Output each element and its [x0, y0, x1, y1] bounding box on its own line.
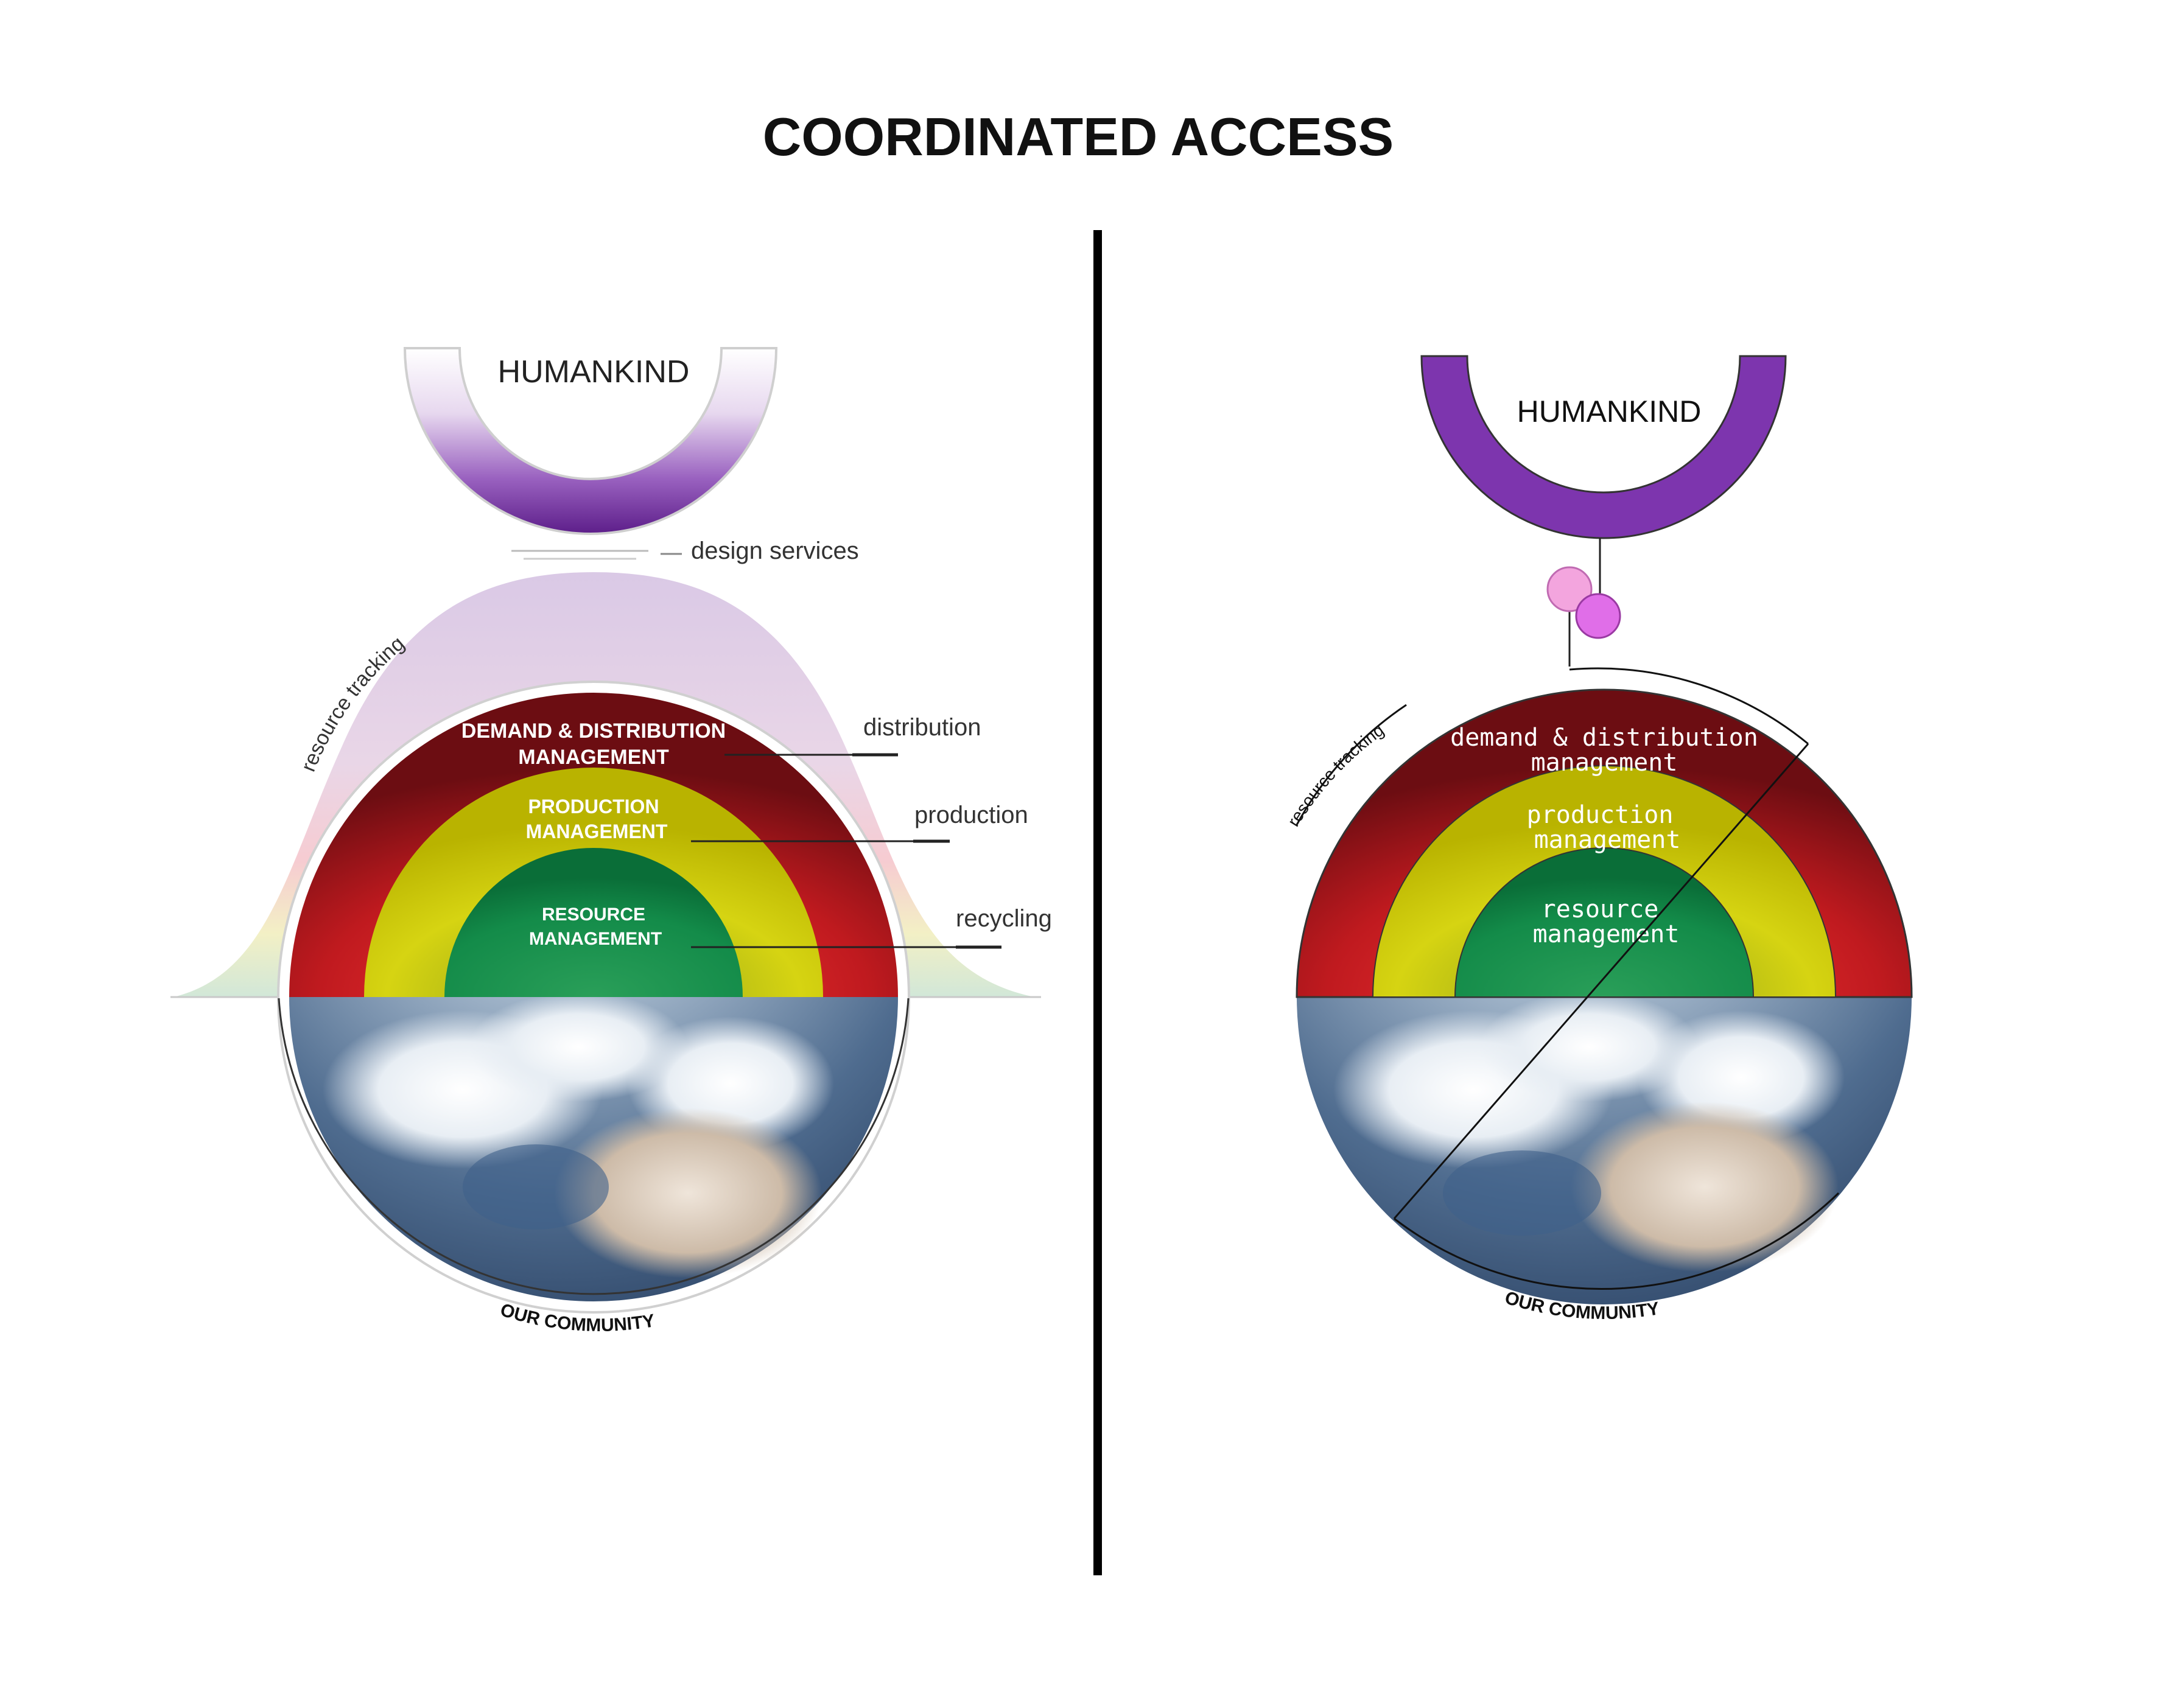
right-diagram: HUMANKIND demand & distribution manageme…	[1284, 355, 1913, 1323]
right-diagonal-divider	[1393, 743, 1809, 1219]
left-recycling-label: recycling	[956, 905, 1052, 932]
left-design-services-connector	[511, 550, 682, 560]
right-ring-production-label-2: management	[1534, 826, 1681, 854]
left-ring-resource-label-2: MANAGEMENT	[529, 929, 662, 949]
right-humankind-cup	[1420, 355, 1787, 539]
right-ring-production-label-1: production	[1527, 801, 1674, 829]
left-humankind-label: HUMANKIND	[498, 354, 690, 390]
left-distribution-label: distribution	[863, 714, 981, 741]
right-outer-arc	[1569, 667, 1809, 745]
left-design-services-label: design services	[691, 537, 859, 564]
left-ring-demand-label-2: MANAGEMENT	[518, 746, 669, 769]
left-earth	[289, 997, 898, 1301]
right-humankind-label: HUMANKIND	[1517, 394, 1702, 429]
right-ring-resource	[1454, 847, 1755, 998]
left-production-label: production	[914, 802, 1028, 828]
right-node-magenta	[1575, 593, 1621, 639]
right-node-pink	[1546, 566, 1593, 612]
left-humankind-bowl	[403, 347, 778, 535]
right-community-arc	[1394, 1192, 1840, 1290]
left-leader-lines	[691, 753, 1001, 949]
left-community-arc	[278, 998, 910, 1295]
right-ring-resource-label-1: resource	[1541, 895, 1659, 923]
left-diagram: HUMANKIND design services resource track…	[170, 347, 1052, 1335]
right-ring-demand-label-2: management	[1531, 749, 1678, 777]
right-ring-resource-label-2: management	[1533, 920, 1680, 948]
right-earth	[1297, 997, 1912, 1304]
page-title: COORDINATED ACCESS	[763, 107, 1394, 167]
left-ring-demand-label-1: DEMAND & DISTRIBUTION	[461, 719, 726, 743]
right-ring-demand-label-1: demand & distribution	[1450, 724, 1758, 752]
left-ring-production-label-2: MANAGEMENT	[526, 821, 668, 842]
left-ring-production-label-1: PRODUCTION	[528, 796, 659, 817]
left-ring-resource	[444, 848, 743, 997]
left-ring-resource-label-1: RESOURCE	[542, 905, 645, 925]
right-tracking-arc	[1296, 704, 1407, 825]
